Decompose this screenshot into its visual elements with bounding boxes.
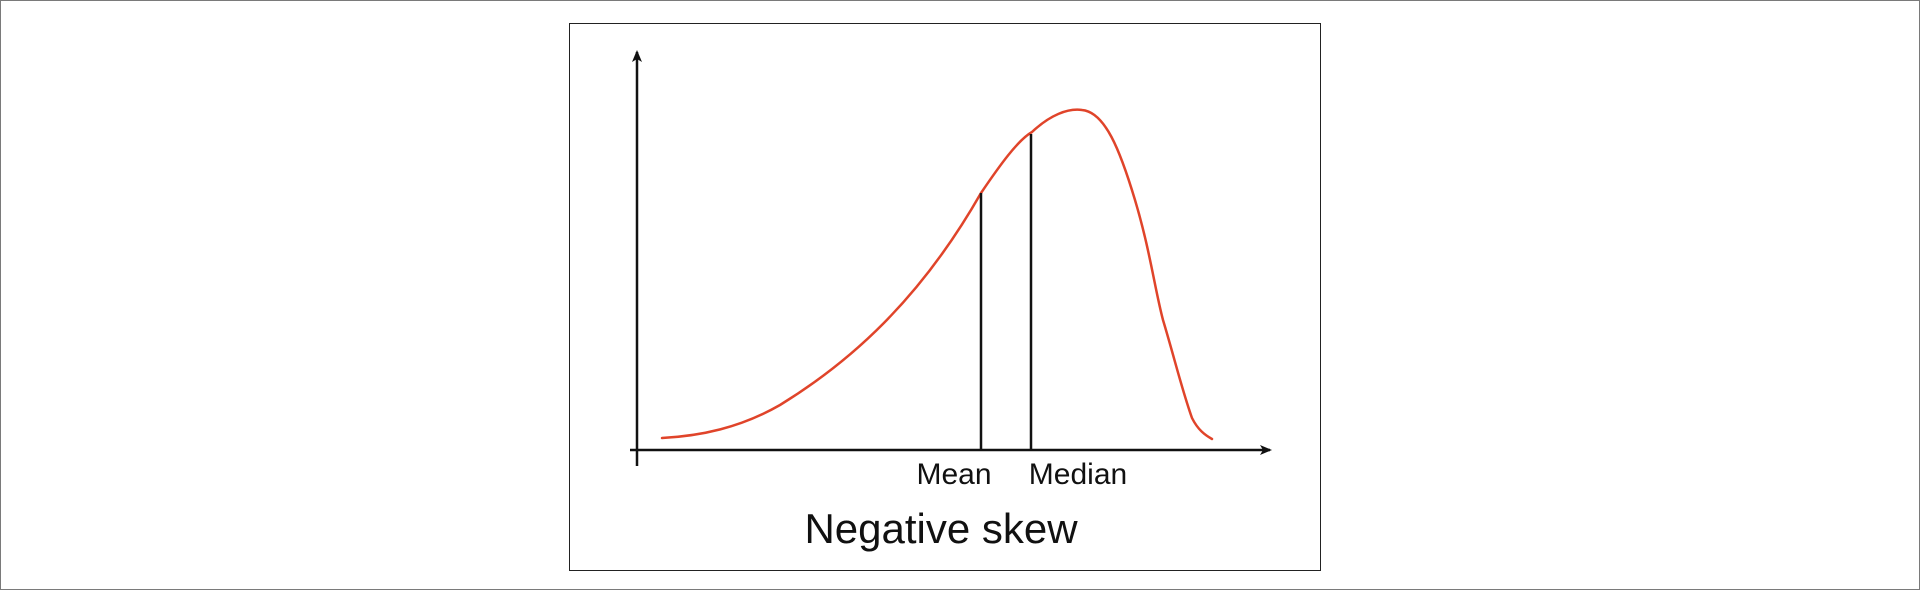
mean-label: Mean (916, 458, 991, 491)
median-label: Median (1029, 458, 1127, 491)
distribution-curve (660, 108, 1214, 441)
figure-box (569, 23, 1321, 571)
diagram-caption: Negative skew (804, 505, 1078, 552)
